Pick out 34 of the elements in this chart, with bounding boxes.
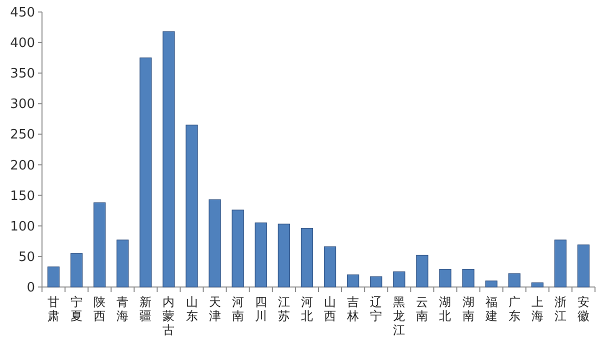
x-tick-label: 山西 xyxy=(324,295,336,323)
y-tick-label: 200 xyxy=(10,158,35,174)
y-tick-label: 100 xyxy=(10,219,35,234)
x-tick-label: 宁夏 xyxy=(70,295,83,323)
y-tick-label: 400 xyxy=(10,36,35,52)
x-tick-label: 浙江 xyxy=(554,295,566,323)
y-tick-label: 450 xyxy=(10,6,35,20)
x-tick-label: 新疆 xyxy=(140,295,152,323)
x-tick-label: 云南 xyxy=(416,295,428,323)
x-tick-label: 青海 xyxy=(116,295,129,323)
y-tick-label: 0 xyxy=(26,280,35,296)
x-tick-label: 福建 xyxy=(484,295,498,323)
y-tick-label: 50 xyxy=(18,250,35,265)
x-tick-label: 黑龙江 xyxy=(393,295,406,337)
x-tick-label: 天津 xyxy=(208,295,221,323)
x-tick-label: 上海 xyxy=(531,295,544,323)
x-tick-label: 吉林 xyxy=(346,295,360,323)
x-tick-label: 山东 xyxy=(186,295,198,323)
x-tick-label: 安徽 xyxy=(577,295,590,323)
y-tick-label: 250 xyxy=(10,128,35,143)
x-tick-label: 四川 xyxy=(254,295,267,323)
x-tick-label: 内蒙古 xyxy=(162,295,175,337)
x-tick-label: 陕西 xyxy=(94,295,106,323)
x-tick-label: 江苏 xyxy=(278,295,290,323)
x-tick-label: 河北 xyxy=(300,295,313,323)
y-tick-label: 150 xyxy=(10,188,35,204)
x-tick-label: 湖北 xyxy=(439,295,452,323)
x-tick-label: 河南 xyxy=(232,295,244,323)
y-tick-label: 350 xyxy=(10,66,35,82)
x-tick-label: 甘肃 xyxy=(48,295,60,323)
x-tick-label: 湖南 xyxy=(462,295,474,323)
x-tick-label: 辽宁 xyxy=(370,295,382,323)
x-tick-label: 广东 xyxy=(508,295,520,323)
y-tick-label: 300 xyxy=(10,97,35,112)
